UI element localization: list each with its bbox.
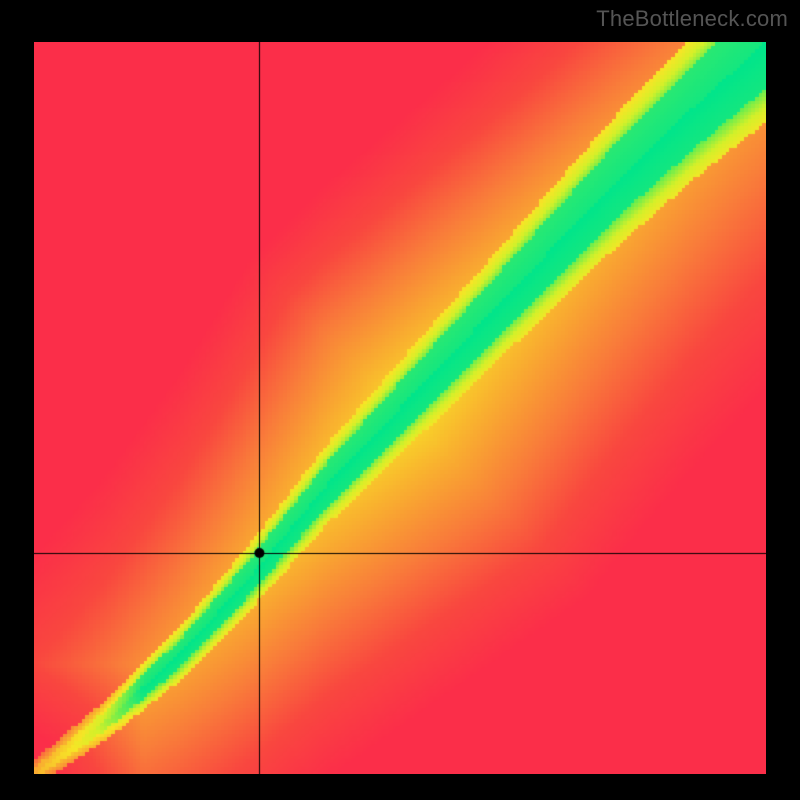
heatmap-canvas [34, 42, 766, 774]
chart-container: TheBottleneck.com [0, 0, 800, 800]
attribution-text: TheBottleneck.com [596, 6, 788, 32]
plot-frame [28, 36, 772, 780]
